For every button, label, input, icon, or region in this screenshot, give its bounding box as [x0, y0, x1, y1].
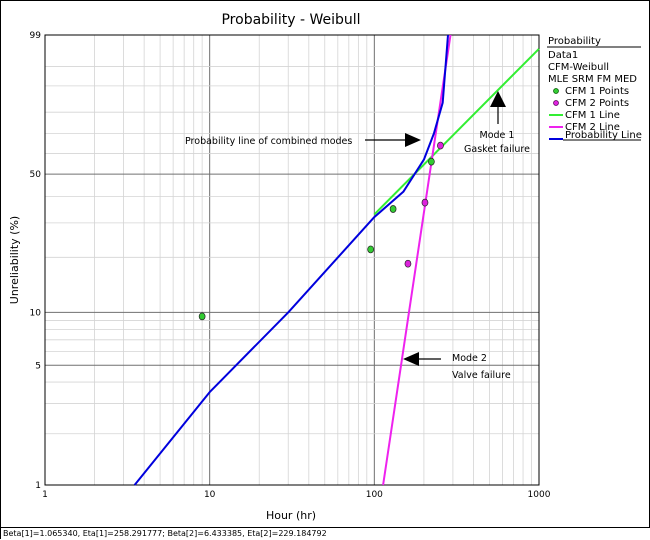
cfm-2-points-marker	[404, 259, 412, 268]
legend-info-model: CFM-Weibull	[548, 62, 609, 73]
y-tick-label: 1	[35, 481, 41, 491]
x-tick-label: 1	[42, 490, 48, 500]
legend-probability-line-label: Probability Line	[565, 130, 642, 141]
legend-info-data: Data1	[548, 50, 578, 61]
annotation-mode2-line2: Valve failure	[452, 370, 511, 381]
grid	[45, 35, 539, 485]
cfm-2-points-marker	[437, 141, 444, 150]
cfm-1-points-marker	[198, 312, 206, 321]
annotation-combined-modes: Probability line of combined modes	[185, 133, 421, 147]
annotation-mode2-arrow-head	[403, 352, 419, 366]
cfm-1-points-marker	[389, 205, 397, 213]
x-tick-label: 100	[366, 490, 383, 500]
x-tick-label: 1000	[528, 490, 551, 500]
legend-title: Probability	[548, 36, 601, 47]
x-tick-label: 10	[204, 490, 216, 500]
annotation-mode1-arrow-head	[490, 91, 506, 107]
annotation-mode1-line1: Mode 1	[480, 130, 515, 141]
legend-cfm2-points-label: CFM 2 Points	[565, 98, 629, 109]
cfm-2-line-path	[382, 34, 452, 486]
legend-cfm1-line-label: CFM 1 Line	[565, 110, 620, 121]
annotations: Probability line of combined modes Mode …	[185, 91, 530, 381]
probability-line-path	[133, 34, 449, 486]
legend-cfm1-points-marker	[553, 88, 559, 94]
legend-info-method: MLE SRM FM MED	[548, 74, 637, 85]
plot-area-border	[44, 34, 540, 486]
chart-title: Probability - Weibull	[221, 12, 360, 28]
cfm-1-line-path	[373, 48, 540, 216]
cfm-1-points-marker	[428, 157, 435, 166]
legend-cfm2-points-marker	[553, 100, 559, 106]
annotation-combined-text: Probability line of combined modes	[185, 136, 352, 147]
y-tick-label: 50	[30, 170, 42, 180]
y-tick-label: 99	[30, 31, 42, 41]
legend: Probability Data1 CFM-Weibull MLE SRM FM…	[547, 36, 642, 141]
annotation-mode-1: Mode 1 Gasket failure	[464, 91, 530, 155]
x-axis-label: Hour (hr)	[266, 509, 316, 522]
annotation-mode2-line1: Mode 2	[452, 353, 487, 364]
status-bar: Beta[1]=1.065340, Eta[1]=258.291777; Bet…	[1, 527, 650, 539]
legend-cfm1-points-label: CFM 1 Points	[565, 86, 629, 97]
tick-labels: 1 10 100 1000 1 5 10 50 99	[30, 31, 551, 500]
legend-cfm2-line-label: CFM 2 Line	[565, 122, 620, 133]
annotation-combined-arrow-head	[405, 133, 421, 147]
annotation-mode1-line2: Gasket failure	[464, 144, 530, 155]
series	[133, 34, 540, 486]
y-tick-label: 10	[30, 308, 42, 318]
y-tick-label: 5	[35, 361, 41, 371]
cfm-1-points-marker	[367, 245, 375, 254]
annotation-mode-2: Mode 2 Valve failure	[403, 352, 511, 381]
y-axis-label: Unreliability (%)	[8, 216, 21, 304]
cfm-2-points-marker	[421, 198, 429, 207]
